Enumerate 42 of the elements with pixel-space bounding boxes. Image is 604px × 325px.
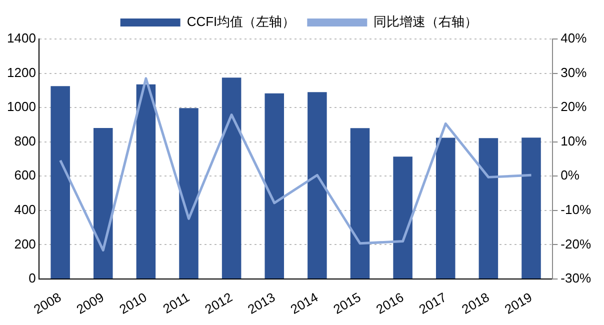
legend-label: CCFI均值（左轴）	[186, 14, 296, 30]
y-tick-label: 0	[28, 270, 36, 286]
bar	[522, 138, 541, 279]
x-tick-label: 2014	[288, 289, 320, 317]
x-tick-label: 2008	[31, 289, 64, 317]
y-tick-label: 1000	[7, 99, 36, 114]
bar	[350, 128, 370, 279]
bar	[179, 108, 198, 279]
bar	[222, 78, 242, 279]
y2-tick-label: 20%	[560, 99, 588, 114]
x-tick-label: 2017	[416, 289, 449, 317]
y2-tick-label: 0%	[560, 168, 580, 183]
y2-tick-label: 40%	[560, 30, 588, 46]
bar	[136, 84, 156, 279]
x-tick-label: 2015	[330, 289, 364, 317]
x-tick-label: 2018	[459, 289, 492, 317]
y2-tick-label: 30%	[560, 64, 588, 80]
x-tick-label: 2013	[245, 289, 278, 317]
y-tick-label: 400	[14, 202, 36, 218]
bar	[94, 128, 113, 279]
x-tick-label: 2012	[202, 289, 235, 317]
y-tick-label: 600	[14, 168, 36, 183]
y-tick-label: 800	[14, 133, 36, 148]
legend-label: 同比增速（右轴）	[374, 14, 478, 30]
y-tick-label: 1200	[7, 64, 36, 80]
bar	[50, 86, 70, 279]
bar	[478, 138, 498, 279]
bar	[393, 156, 412, 279]
x-tick-label: 2009	[74, 289, 106, 317]
x-tick-label: 2016	[374, 289, 406, 317]
bar	[436, 138, 456, 279]
y2-tick-label: -20%	[560, 236, 592, 252]
x-tick-label: 2010	[116, 289, 150, 317]
y-tick-label: 1400	[7, 30, 36, 46]
x-tick-label: 2011	[160, 289, 192, 316]
y2-tick-label: -10%	[560, 202, 592, 218]
y2-tick-label: -30%	[560, 270, 592, 286]
x-tick-label: 2019	[502, 289, 535, 317]
bar	[264, 93, 284, 279]
bar	[308, 92, 327, 279]
y2-tick-label: 10%	[560, 133, 588, 148]
y-tick-label: 200	[14, 236, 36, 252]
